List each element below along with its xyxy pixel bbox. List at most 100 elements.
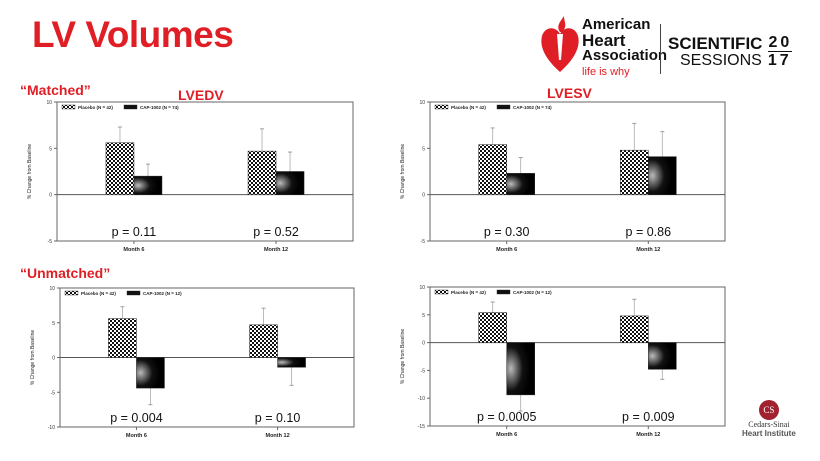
legend-label: CAP-1002 (N = 74) bbox=[140, 105, 179, 110]
bar-placebo bbox=[478, 144, 507, 195]
scientific-sessions-logo: SCIENTIFIC 20 SESSIONS 17 bbox=[668, 33, 793, 69]
legend-swatch-placebo bbox=[434, 289, 449, 295]
y-tick-label: 5 bbox=[422, 313, 425, 319]
logo-divider bbox=[660, 24, 661, 74]
chart-lvesv-matched: 10 5 0 -5 % Change from Baseline Month 6 p = 0… bbox=[400, 100, 726, 253]
legend-swatch-cap-1002 bbox=[126, 290, 141, 296]
y-axis-label: % Change from Baseline bbox=[30, 330, 36, 386]
bar-cap-1002 bbox=[277, 357, 306, 368]
aha-line-3: Association bbox=[582, 47, 668, 64]
p-value-annotation: p = 0.10 bbox=[255, 411, 301, 425]
y-tick-label: -5 bbox=[51, 390, 56, 396]
slide-title: LV Volumes bbox=[32, 14, 234, 55]
plot-frame bbox=[429, 101, 726, 242]
legend-swatch-cap-1002 bbox=[496, 104, 511, 110]
y-tick-label: 10 bbox=[46, 100, 52, 106]
legend-swatch-cap-1002 bbox=[123, 104, 138, 110]
sessions-line-1: SCIENTIFIC bbox=[668, 33, 763, 53]
y-tick-label: 10 bbox=[49, 286, 55, 292]
lvedv-label: LVEDV bbox=[178, 87, 224, 103]
legend-label: Placebo (N = 42) bbox=[451, 290, 486, 295]
y-tick-label: -10 bbox=[48, 425, 55, 431]
x-tick-label: Month 12 bbox=[636, 432, 660, 438]
y-tick-label: 5 bbox=[49, 146, 52, 152]
y-axis-label: % Change from Baseline bbox=[400, 329, 406, 385]
x-tick-label: Month 12 bbox=[264, 247, 288, 253]
cedars-name: Cedars-Sinai bbox=[748, 420, 790, 429]
unmatched-label: “Unmatched” bbox=[20, 265, 111, 281]
chart-lvedv-unmatched: 10 5 0 -5 -10 % Change from Baseline Month 6 p … bbox=[30, 286, 355, 439]
legend-label: Placebo (N = 42) bbox=[451, 105, 486, 110]
p-value-annotation: p = 0.30 bbox=[484, 225, 530, 239]
bar-cap-1002 bbox=[275, 171, 305, 195]
cedars-sub: Heart Institute bbox=[742, 429, 796, 438]
sessions-line-2: SESSIONS bbox=[680, 52, 762, 69]
p-value-annotation: p = 0.009 bbox=[622, 410, 675, 424]
legend-label: Placebo (N = 42) bbox=[81, 291, 116, 296]
y-tick-label: 0 bbox=[49, 193, 52, 199]
x-tick-label: Month 12 bbox=[265, 433, 289, 439]
bar-cap-1002 bbox=[136, 357, 165, 389]
bar-placebo bbox=[105, 142, 135, 195]
lvesv-label: LVESV bbox=[547, 85, 592, 101]
p-value-annotation: p = 0.004 bbox=[110, 411, 163, 425]
bar-placebo bbox=[620, 149, 649, 195]
legend-swatch-cap-1002 bbox=[496, 289, 511, 295]
aha-wordmark: American Heart Association bbox=[582, 16, 668, 64]
y-tick-label: -15 bbox=[418, 424, 425, 430]
y-tick-label: 0 bbox=[422, 193, 425, 199]
legend-swatch-placebo bbox=[434, 104, 449, 110]
legend-swatch-placebo bbox=[64, 290, 79, 296]
y-tick-label: 0 bbox=[422, 341, 425, 347]
x-tick-label: Month 6 bbox=[496, 247, 517, 253]
legend-label: CAP-1002 (N = 12) bbox=[143, 291, 182, 296]
bar-cap-1002 bbox=[648, 156, 677, 195]
x-tick-label: Month 6 bbox=[126, 433, 147, 439]
plot-frame bbox=[56, 101, 354, 242]
legend-swatch-placebo bbox=[61, 104, 76, 110]
x-tick-label: Month 12 bbox=[636, 247, 660, 253]
bar-cap-1002 bbox=[506, 173, 535, 195]
chart-lvesv-unmatched: 10 5 0 -5 -10 -15 % Change from Baseline Month … bbox=[400, 285, 726, 438]
y-tick-label: -10 bbox=[418, 396, 425, 402]
y-axis-label: % Change from Baseline bbox=[27, 144, 33, 200]
legend-label: CAP-1002 (N = 12) bbox=[513, 290, 552, 295]
bar-placebo bbox=[247, 150, 277, 195]
y-tick-label: 0 bbox=[52, 356, 55, 362]
bar-placebo bbox=[108, 318, 137, 358]
y-tick-label: -5 bbox=[421, 368, 426, 374]
y-tick-label: -5 bbox=[421, 239, 426, 245]
year-bottom: 17 bbox=[767, 52, 792, 69]
aha-line-1: American bbox=[582, 16, 651, 33]
p-value-annotation: p = 0.11 bbox=[112, 225, 157, 239]
p-value-annotation: p = 0.0005 bbox=[477, 410, 536, 424]
x-tick-label: Month 6 bbox=[123, 247, 144, 253]
plot-frame bbox=[429, 286, 726, 427]
aha-tagline: life is why bbox=[582, 66, 630, 78]
bar-cap-1002 bbox=[133, 175, 163, 195]
year-top: 20 bbox=[768, 34, 793, 52]
y-tick-label: 10 bbox=[419, 285, 425, 291]
bar-cap-1002 bbox=[506, 342, 535, 396]
cedars-sinai-logo: CS Cedars-Sinai Heart Institute bbox=[742, 400, 796, 438]
y-tick-label: -5 bbox=[48, 239, 53, 245]
p-value-annotation: p = 0.86 bbox=[626, 225, 672, 239]
x-tick-label: Month 6 bbox=[496, 432, 517, 438]
legend-label: Placebo (N = 42) bbox=[78, 105, 113, 110]
y-tick-label: 5 bbox=[422, 146, 425, 152]
cedars-mark: CS bbox=[758, 400, 779, 420]
bar-placebo bbox=[478, 312, 507, 343]
aha-line-2: Heart bbox=[582, 31, 626, 50]
matched-label: “Matched” bbox=[20, 82, 91, 98]
y-tick-label: 5 bbox=[52, 321, 55, 327]
bar-placebo bbox=[249, 324, 278, 358]
bar-placebo bbox=[620, 315, 649, 343]
legend-label: CAP-1002 (N = 74) bbox=[513, 105, 552, 110]
y-tick-label: 10 bbox=[419, 100, 425, 106]
aha-heart-torch-logo bbox=[541, 16, 579, 72]
bar-cap-1002 bbox=[648, 342, 677, 370]
p-value-annotation: p = 0.52 bbox=[253, 225, 299, 239]
chart-lvedv-matched: 10 5 0 -5 % Change from Baseline Month 6 p = 0… bbox=[27, 100, 354, 253]
y-axis-label: % Change from Baseline bbox=[400, 144, 406, 200]
